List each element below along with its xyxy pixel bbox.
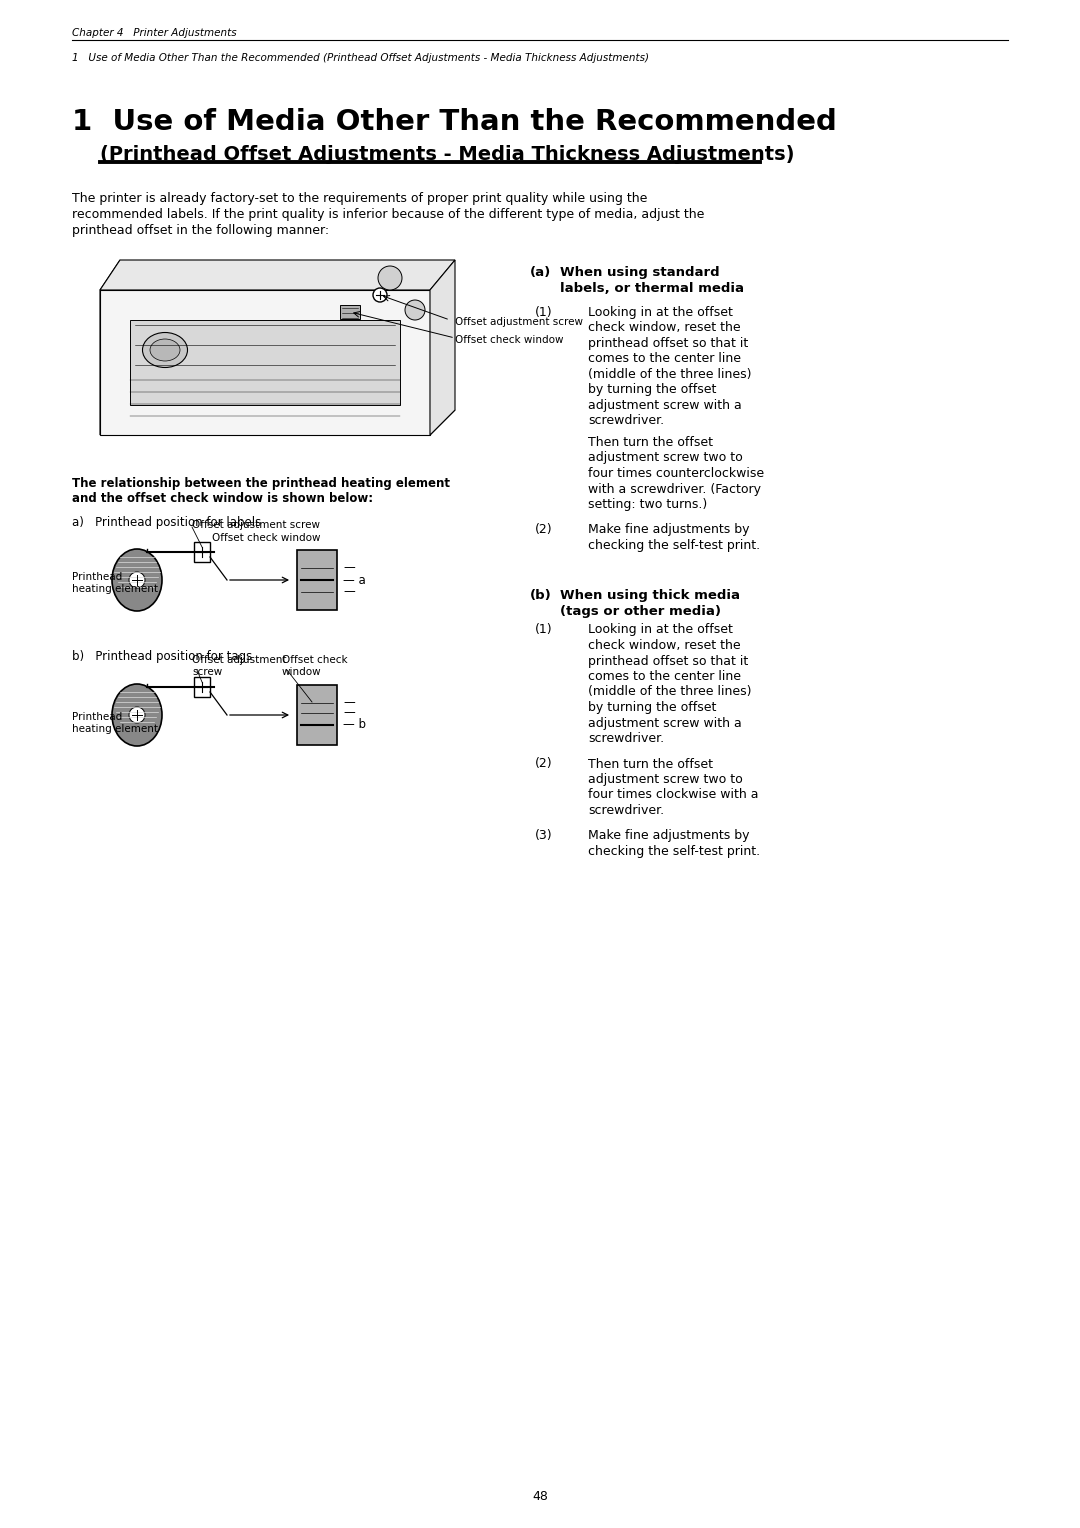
- Text: (3): (3): [535, 830, 553, 842]
- Circle shape: [129, 707, 145, 723]
- Bar: [340, 306, 360, 319]
- Polygon shape: [430, 260, 455, 435]
- Text: by turning the offset: by turning the offset: [588, 384, 716, 396]
- Text: with a screwdriver. (Factory: with a screwdriver. (Factory: [588, 483, 761, 495]
- Circle shape: [405, 299, 426, 319]
- Text: 1  Use of Media Other Than the Recommended: 1 Use of Media Other Than the Recommende…: [72, 108, 837, 136]
- Text: screwdriver.: screwdriver.: [588, 414, 664, 428]
- Text: adjustment screw two to: adjustment screw two to: [588, 773, 743, 785]
- Text: four times counterclockwise: four times counterclockwise: [588, 468, 765, 480]
- Circle shape: [373, 287, 387, 303]
- Ellipse shape: [112, 685, 162, 746]
- Text: check window, reset the: check window, reset the: [588, 321, 741, 335]
- Text: (middle of the three lines): (middle of the three lines): [588, 368, 752, 380]
- Text: (Printhead Offset Adjustments - Media Thickness Adjustments): (Printhead Offset Adjustments - Media Th…: [100, 145, 795, 163]
- Polygon shape: [130, 319, 400, 405]
- Text: heating element: heating element: [72, 584, 158, 594]
- Text: — b: — b: [343, 718, 366, 732]
- Text: screwdriver.: screwdriver.: [588, 804, 664, 817]
- Text: Looking in at the offset: Looking in at the offset: [588, 623, 733, 637]
- Ellipse shape: [112, 549, 162, 611]
- Text: recommended labels. If the print quality is inferior because of the different ty: recommended labels. If the print quality…: [72, 208, 704, 222]
- Text: (tags or other media): (tags or other media): [561, 605, 721, 619]
- Text: adjustment screw with a: adjustment screw with a: [588, 717, 742, 729]
- Text: checking the self-test print.: checking the self-test print.: [588, 845, 760, 859]
- Text: setting: two turns.): setting: two turns.): [588, 498, 707, 510]
- Text: —: —: [343, 561, 354, 575]
- Text: four times clockwise with a: four times clockwise with a: [588, 788, 758, 802]
- Polygon shape: [100, 260, 120, 435]
- Text: —: —: [343, 697, 354, 709]
- Text: (2): (2): [535, 524, 553, 536]
- Text: Offset check: Offset check: [282, 656, 348, 665]
- Ellipse shape: [150, 339, 180, 361]
- Text: Offset check window: Offset check window: [455, 335, 564, 345]
- Text: (1): (1): [535, 306, 553, 319]
- Text: Looking in at the offset: Looking in at the offset: [588, 306, 733, 319]
- Text: Offset check window: Offset check window: [212, 533, 321, 542]
- Polygon shape: [100, 260, 455, 290]
- Circle shape: [378, 266, 402, 290]
- Text: (b): (b): [530, 590, 552, 602]
- Text: adjustment screw with a: adjustment screw with a: [588, 399, 742, 413]
- Text: heating element: heating element: [72, 724, 158, 733]
- Polygon shape: [100, 290, 430, 435]
- Text: Make fine adjustments by: Make fine adjustments by: [588, 524, 750, 536]
- Text: —: —: [343, 706, 354, 720]
- Text: printhead offset in the following manner:: printhead offset in the following manner…: [72, 225, 329, 237]
- Text: The printer is already factory-set to the requirements of proper print quality w: The printer is already factory-set to th…: [72, 193, 647, 205]
- Text: — a: — a: [343, 573, 366, 587]
- Text: window: window: [282, 668, 322, 677]
- Text: Chapter 4   Printer Adjustments: Chapter 4 Printer Adjustments: [72, 28, 237, 38]
- Text: 48: 48: [532, 1490, 548, 1504]
- Text: checking the self-test print.: checking the self-test print.: [588, 539, 760, 552]
- Text: The relationship between the printhead heating element: The relationship between the printhead h…: [72, 477, 450, 490]
- Bar: [297, 685, 337, 746]
- Text: Offset adjustment: Offset adjustment: [192, 656, 286, 665]
- Ellipse shape: [143, 333, 188, 368]
- Text: Printhead: Printhead: [72, 571, 122, 582]
- Text: (1): (1): [535, 623, 553, 637]
- Text: printhead offset so that it: printhead offset so that it: [588, 338, 748, 350]
- Text: Offset adjustment screw: Offset adjustment screw: [192, 520, 320, 530]
- Text: adjustment screw two to: adjustment screw two to: [588, 451, 743, 465]
- Bar: [297, 550, 337, 610]
- Text: (2): (2): [535, 758, 553, 770]
- Text: screwdriver.: screwdriver.: [588, 732, 664, 746]
- Text: Then turn the offset: Then turn the offset: [588, 758, 713, 770]
- Text: Then turn the offset: Then turn the offset: [588, 435, 713, 449]
- Text: (middle of the three lines): (middle of the three lines): [588, 686, 752, 698]
- Text: comes to the center line: comes to the center line: [588, 353, 741, 365]
- Circle shape: [129, 571, 145, 588]
- Text: —: —: [343, 585, 354, 599]
- Polygon shape: [120, 410, 455, 435]
- Bar: [194, 542, 210, 562]
- Text: screw: screw: [192, 668, 222, 677]
- Text: When using thick media: When using thick media: [561, 590, 740, 602]
- Text: comes to the center line: comes to the center line: [588, 669, 741, 683]
- Text: and the offset check window is shown below:: and the offset check window is shown bel…: [72, 492, 373, 504]
- Text: (a): (a): [530, 266, 551, 280]
- Text: labels, or thermal media: labels, or thermal media: [561, 283, 744, 295]
- Text: a)   Printhead position for labels: a) Printhead position for labels: [72, 516, 261, 529]
- Text: Printhead: Printhead: [72, 712, 122, 723]
- Text: Offset adjustment screw: Offset adjustment screw: [455, 316, 583, 327]
- Text: When using standard: When using standard: [561, 266, 719, 280]
- Text: check window, reset the: check window, reset the: [588, 639, 741, 652]
- Bar: [194, 677, 210, 697]
- Text: b)   Printhead position for tags: b) Printhead position for tags: [72, 649, 253, 663]
- Text: by turning the offset: by turning the offset: [588, 701, 716, 714]
- Text: printhead offset so that it: printhead offset so that it: [588, 654, 748, 668]
- Text: 1   Use of Media Other Than the Recommended (Printhead Offset Adjustments - Medi: 1 Use of Media Other Than the Recommende…: [72, 53, 649, 63]
- Text: Make fine adjustments by: Make fine adjustments by: [588, 830, 750, 842]
